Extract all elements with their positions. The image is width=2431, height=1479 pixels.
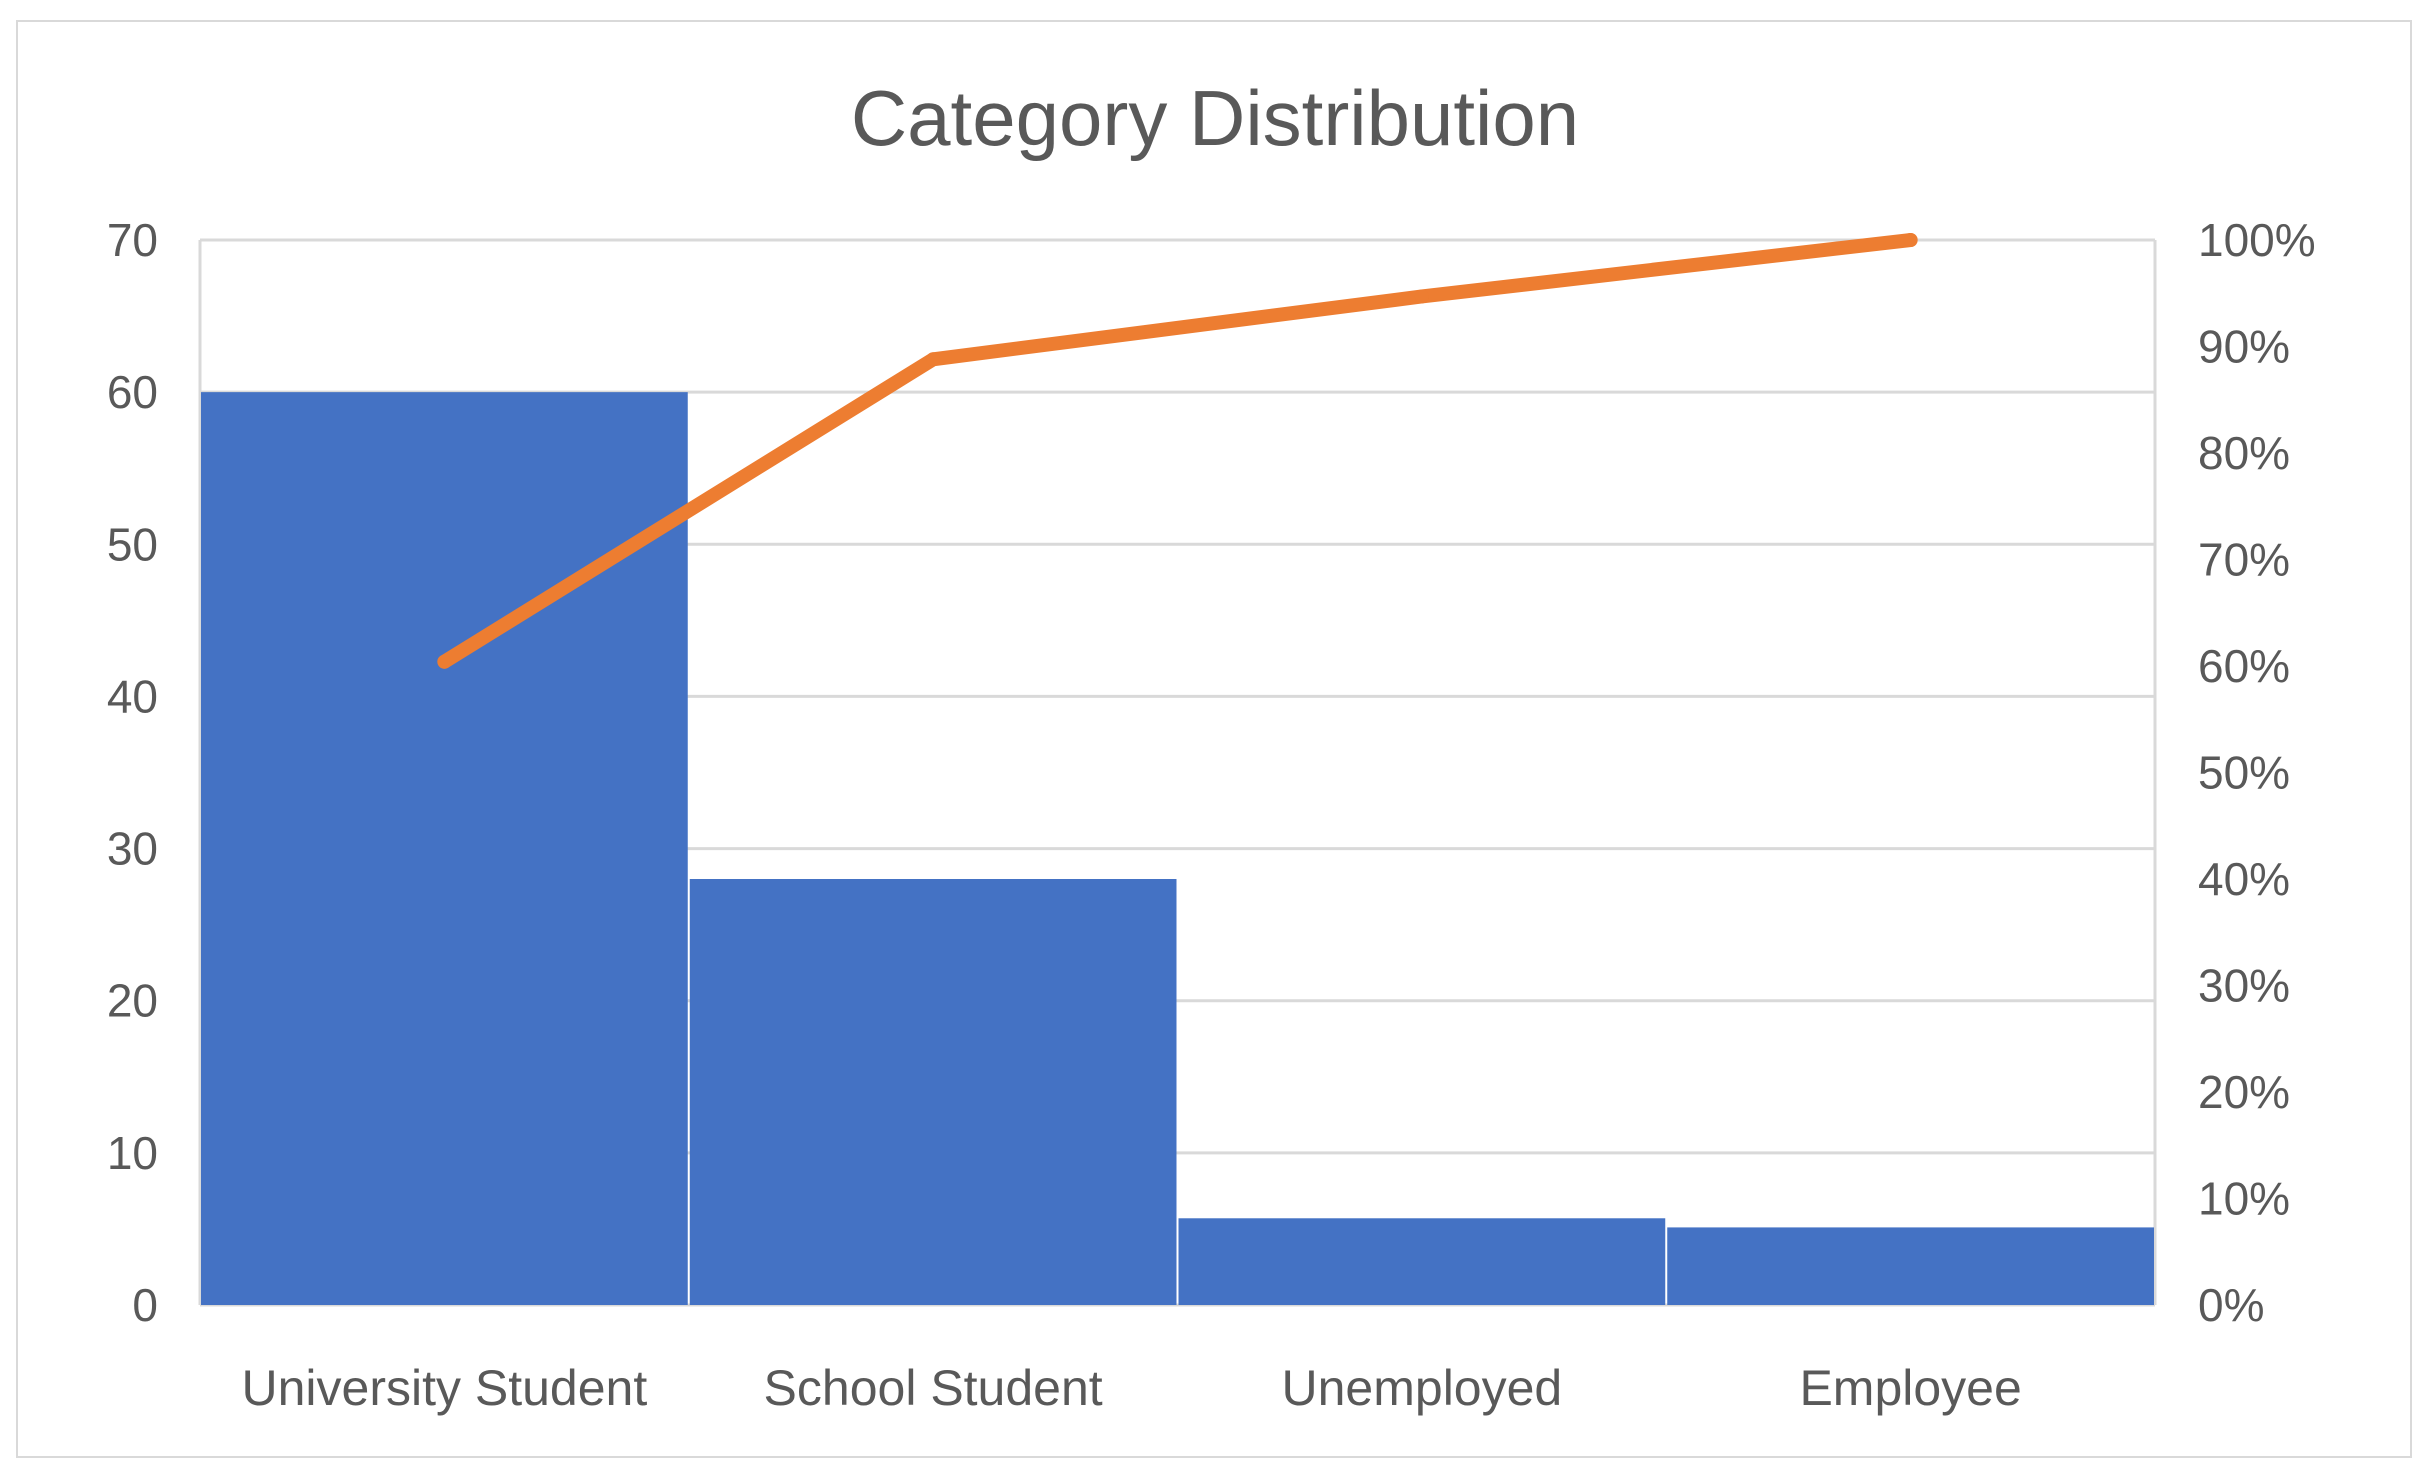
bar bbox=[1178, 1218, 1666, 1305]
right-tick-label: 50% bbox=[2198, 747, 2290, 799]
right-tick-label: 20% bbox=[2198, 1066, 2290, 1118]
category-label: Employee bbox=[1799, 1360, 2021, 1416]
cumulative-line-series bbox=[437, 233, 1918, 669]
right-tick-label: 90% bbox=[2198, 321, 2290, 373]
left-tick-label: 50 bbox=[107, 518, 158, 570]
left-tick-label: 70 bbox=[107, 214, 158, 266]
line-point bbox=[926, 352, 941, 367]
left-axis-labels: 0 10 20 30 40 50 60 70 bbox=[107, 214, 158, 1331]
right-axis-labels: 0% 10% 20% 30% 40% 50% 60% 70% 80% 90% 100% bbox=[2198, 214, 2316, 1331]
category-label: School Student bbox=[764, 1360, 1103, 1416]
line-point bbox=[437, 654, 452, 669]
left-tick-label: 60 bbox=[107, 366, 158, 418]
right-tick-label: 0% bbox=[2198, 1279, 2264, 1331]
left-tick-label: 40 bbox=[107, 670, 158, 722]
bar bbox=[201, 392, 688, 1306]
category-label: University Student bbox=[242, 1360, 648, 1416]
right-tick-label: 70% bbox=[2198, 534, 2290, 586]
category-axis-labels: University Student School Student Unemploy… bbox=[242, 1360, 2022, 1416]
chart-title: Category Distribution bbox=[851, 74, 1579, 162]
left-tick-label: 10 bbox=[107, 1127, 158, 1179]
bar bbox=[689, 879, 1177, 1305]
line-point bbox=[1414, 289, 1429, 304]
category-label: Unemployed bbox=[1282, 1360, 1563, 1416]
right-tick-label: 10% bbox=[2198, 1173, 2290, 1225]
right-tick-label: 100% bbox=[2198, 214, 2316, 266]
cumulative-line bbox=[437, 233, 1918, 669]
right-tick-label: 30% bbox=[2198, 960, 2290, 1012]
left-tick-label: 20 bbox=[107, 975, 158, 1027]
left-tick-label: 30 bbox=[107, 823, 158, 875]
line-point bbox=[1903, 233, 1918, 247]
right-tick-label: 40% bbox=[2198, 853, 2290, 905]
bar-series bbox=[201, 392, 2154, 1306]
right-tick-label: 60% bbox=[2198, 640, 2290, 692]
right-tick-label: 80% bbox=[2198, 427, 2290, 479]
left-tick-label: 0 bbox=[132, 1279, 158, 1331]
bar bbox=[1667, 1227, 2154, 1305]
